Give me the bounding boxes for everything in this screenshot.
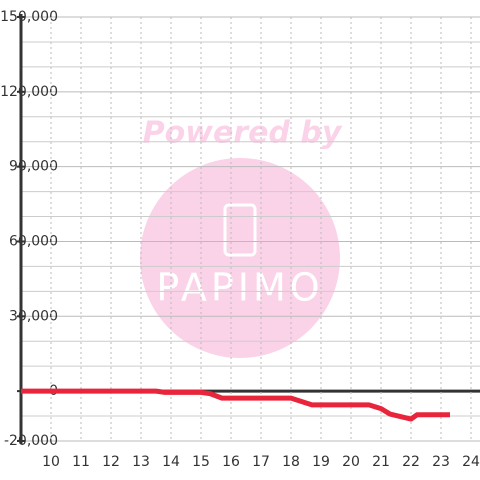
x-tick-label: 23: [432, 454, 450, 470]
x-tick-label: 22: [402, 454, 420, 470]
x-tick-label: 11: [72, 454, 90, 470]
data-line: [21, 388, 450, 422]
x-tick-label: 20: [342, 454, 360, 470]
y-tick-label: -20,000: [4, 433, 58, 449]
x-tick-label: 10: [42, 454, 60, 470]
watermark-icon: [223, 203, 257, 257]
y-tick-label: 120,000: [0, 84, 58, 100]
x-tick-label: 24: [462, 454, 480, 470]
x-tick-label: 12: [102, 454, 120, 470]
watermark-logo: PAPIMO: [156, 266, 323, 310]
y-tick-label: 30,000: [9, 308, 58, 324]
x-tick-label: 14: [162, 454, 180, 470]
watermark-text: Powered by: [143, 116, 343, 151]
y-tick-label: 150,000: [0, 9, 58, 25]
x-tick-label: 17: [252, 454, 270, 470]
x-tick-label: 18: [282, 454, 300, 470]
x-tick-label: 21: [372, 454, 390, 470]
x-tick-label: 15: [192, 454, 210, 470]
x-tick-label: 19: [312, 454, 330, 470]
watermark-circle: [140, 158, 340, 358]
x-tick-label: 16: [222, 454, 240, 470]
x-tick-label: 13: [132, 454, 150, 470]
